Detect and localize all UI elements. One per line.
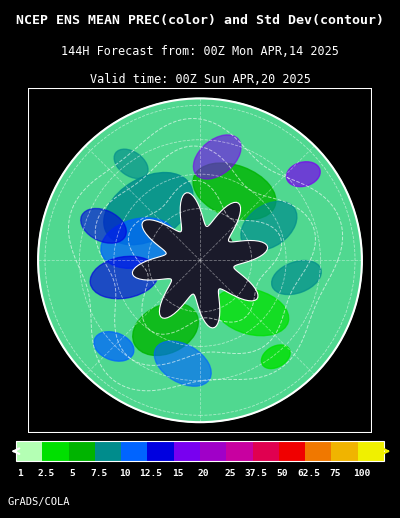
Ellipse shape [261,345,290,369]
Ellipse shape [193,163,276,220]
Ellipse shape [90,256,158,299]
Text: 12.5: 12.5 [140,469,163,478]
Text: 50: 50 [277,469,288,478]
Ellipse shape [104,172,193,244]
Ellipse shape [193,135,241,179]
Text: 7.5: 7.5 [90,469,107,478]
Text: GrADS/COLA: GrADS/COLA [8,497,70,507]
Text: 75: 75 [329,469,341,478]
Ellipse shape [114,149,148,179]
Text: 37.5: 37.5 [245,469,268,478]
Bar [148,441,174,461]
Ellipse shape [94,332,134,361]
Text: 5: 5 [69,469,75,478]
Text: Valid time: 00Z Sun APR,20 2025: Valid time: 00Z Sun APR,20 2025 [90,73,310,86]
Ellipse shape [272,261,321,295]
Text: 100: 100 [353,469,370,478]
Bar [68,441,95,461]
Ellipse shape [101,218,175,268]
Bar [42,441,68,461]
Bar [200,441,226,461]
Bar [279,441,305,461]
Polygon shape [132,193,268,328]
Ellipse shape [154,341,211,386]
Bar [226,441,252,461]
Text: 20: 20 [198,469,210,478]
Bar [174,441,200,461]
Text: 25: 25 [224,469,236,478]
Bar [358,441,384,461]
Bar [332,441,358,461]
Text: 1: 1 [17,469,22,478]
Ellipse shape [133,303,198,355]
Text: 2.5: 2.5 [37,469,54,478]
Text: 10: 10 [119,469,130,478]
Ellipse shape [286,162,320,186]
Bar [252,441,279,461]
Text: 15: 15 [172,469,183,478]
Circle shape [38,98,362,422]
Ellipse shape [241,202,297,250]
Bar [95,441,121,461]
Ellipse shape [81,208,126,243]
Bar [305,441,332,461]
Bar [16,441,42,461]
Ellipse shape [179,226,234,281]
Ellipse shape [215,288,289,336]
Ellipse shape [169,229,231,291]
Bar [121,441,148,461]
Text: 144H Forecast from: 00Z Mon APR,14 2025: 144H Forecast from: 00Z Mon APR,14 2025 [61,45,339,58]
Text: 62.5: 62.5 [297,469,320,478]
Text: NCEP ENS MEAN PREC(color) and Std Dev(contour): NCEP ENS MEAN PREC(color) and Std Dev(co… [16,14,384,27]
